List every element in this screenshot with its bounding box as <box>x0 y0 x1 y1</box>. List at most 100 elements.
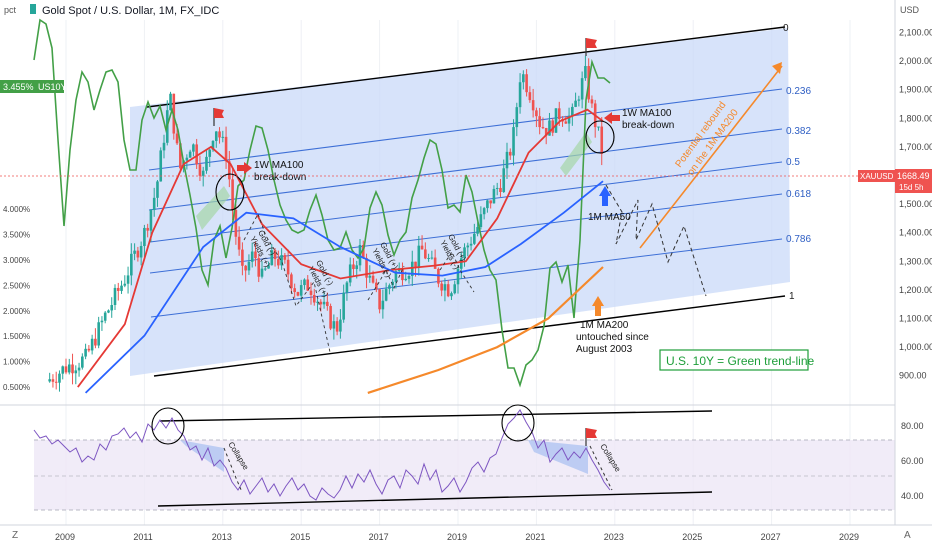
candle <box>116 282 120 301</box>
candle <box>535 107 538 128</box>
fib-label-0618: 0.618 <box>786 189 811 200</box>
candle <box>61 365 65 380</box>
candle <box>469 236 473 251</box>
fib-labels: 0 0.236 0.382 0.5 0.618 0.786 1 <box>783 23 811 302</box>
candle <box>424 242 427 260</box>
x-tick-label: 2023 <box>604 532 624 542</box>
candle <box>476 222 479 237</box>
ma200-label-2: untouched since <box>576 332 649 343</box>
x-tick-label: 2015 <box>290 532 310 542</box>
candle <box>319 299 323 312</box>
dashed-path-middle <box>367 265 405 301</box>
xauusd-symbol-badge <box>858 170 895 182</box>
candle <box>590 95 594 108</box>
ma200-label-1: 1M MA200 <box>580 320 629 331</box>
candle <box>502 159 506 193</box>
candle <box>224 126 228 169</box>
candle <box>473 223 476 246</box>
candle <box>296 291 300 297</box>
fib-label-1: 1 <box>789 291 795 302</box>
candle <box>571 103 574 126</box>
yield-tick-label: 3.000% <box>3 256 30 265</box>
candle <box>221 130 225 143</box>
candle <box>195 138 198 170</box>
candle <box>136 246 140 262</box>
channel-bottom-line <box>153 295 786 377</box>
candle <box>322 290 326 309</box>
x-tick-label: 2013 <box>212 532 232 542</box>
zoom-z-button[interactable]: Z <box>12 530 18 541</box>
candle <box>580 71 584 109</box>
price-tick-label: 1,500.00 <box>899 199 932 209</box>
candle <box>267 261 270 269</box>
candle <box>339 309 342 339</box>
candle <box>564 115 568 124</box>
ma50-label: 1M MA50 <box>588 212 631 223</box>
candle <box>81 353 84 370</box>
candle <box>87 345 91 353</box>
candle <box>58 370 61 392</box>
candle <box>417 235 421 276</box>
candle <box>342 284 345 323</box>
candle <box>577 95 581 107</box>
ma-annotations: 1W MA100 break-down 1W MA100 break-down … <box>254 108 674 355</box>
left-axis-ticks: 4.000% 3.500% 3.000% 2.500% 2.000% 1.500% 1.00… <box>3 205 30 392</box>
fib-label-0382: 0.382 <box>786 126 811 137</box>
candle <box>499 178 502 197</box>
yield-tick-label: 1.000% <box>3 358 30 367</box>
candle <box>146 223 149 238</box>
rsi-tick-label: 40.00 <box>901 491 924 501</box>
x-tick-label: 2021 <box>525 532 545 542</box>
candle <box>456 265 460 294</box>
candle <box>525 69 528 97</box>
candle <box>156 179 159 207</box>
candle <box>505 142 509 179</box>
channel-top-line <box>146 26 786 108</box>
candle <box>515 102 519 137</box>
candle <box>531 88 535 118</box>
x-tick-label: 2009 <box>55 532 75 542</box>
candle <box>283 253 287 264</box>
x-tick-label: 2011 <box>133 532 152 542</box>
candle <box>205 149 208 174</box>
candle <box>329 303 332 331</box>
candle <box>211 140 215 152</box>
candle <box>303 278 306 290</box>
title-bar: Gold Spot / U.S. Dollar, 1M, FX_IDC <box>30 4 219 17</box>
left-unit-label: pct <box>4 5 17 15</box>
price-tick-label: 1,400.00 <box>899 228 932 238</box>
candle <box>453 280 457 295</box>
candle <box>459 252 463 279</box>
xauusd-price-text: 1668.49 <box>897 171 930 181</box>
price-tick-label: 2,000.00 <box>899 56 932 66</box>
candle <box>250 242 254 268</box>
autoscale-button[interactable]: A <box>904 530 911 541</box>
ma100-left-label-2: break-down <box>254 172 306 183</box>
candle <box>375 278 378 293</box>
price-tick-label: 1,800.00 <box>899 113 932 123</box>
candle <box>489 200 492 209</box>
candle <box>554 108 558 133</box>
candle <box>326 292 329 311</box>
title-logo-icon <box>30 4 36 14</box>
candle <box>64 358 68 375</box>
candle <box>228 150 231 188</box>
yield-tick-label: 3.500% <box>3 231 30 240</box>
candle <box>90 334 94 355</box>
fib-line-05 <box>149 161 783 243</box>
candle <box>263 266 267 271</box>
candle <box>74 365 78 385</box>
candle <box>600 117 604 166</box>
ma100-left-label: 1W MA100 <box>254 160 304 171</box>
candle <box>427 253 430 262</box>
right-axis-bg <box>895 0 932 525</box>
candle <box>316 299 319 311</box>
candle <box>574 92 577 108</box>
candle <box>71 353 74 385</box>
price-tick-label: 1,300.00 <box>899 256 932 266</box>
candle <box>77 362 81 377</box>
ma100-right-label: 1W MA100 <box>622 108 672 119</box>
candle <box>463 243 466 267</box>
